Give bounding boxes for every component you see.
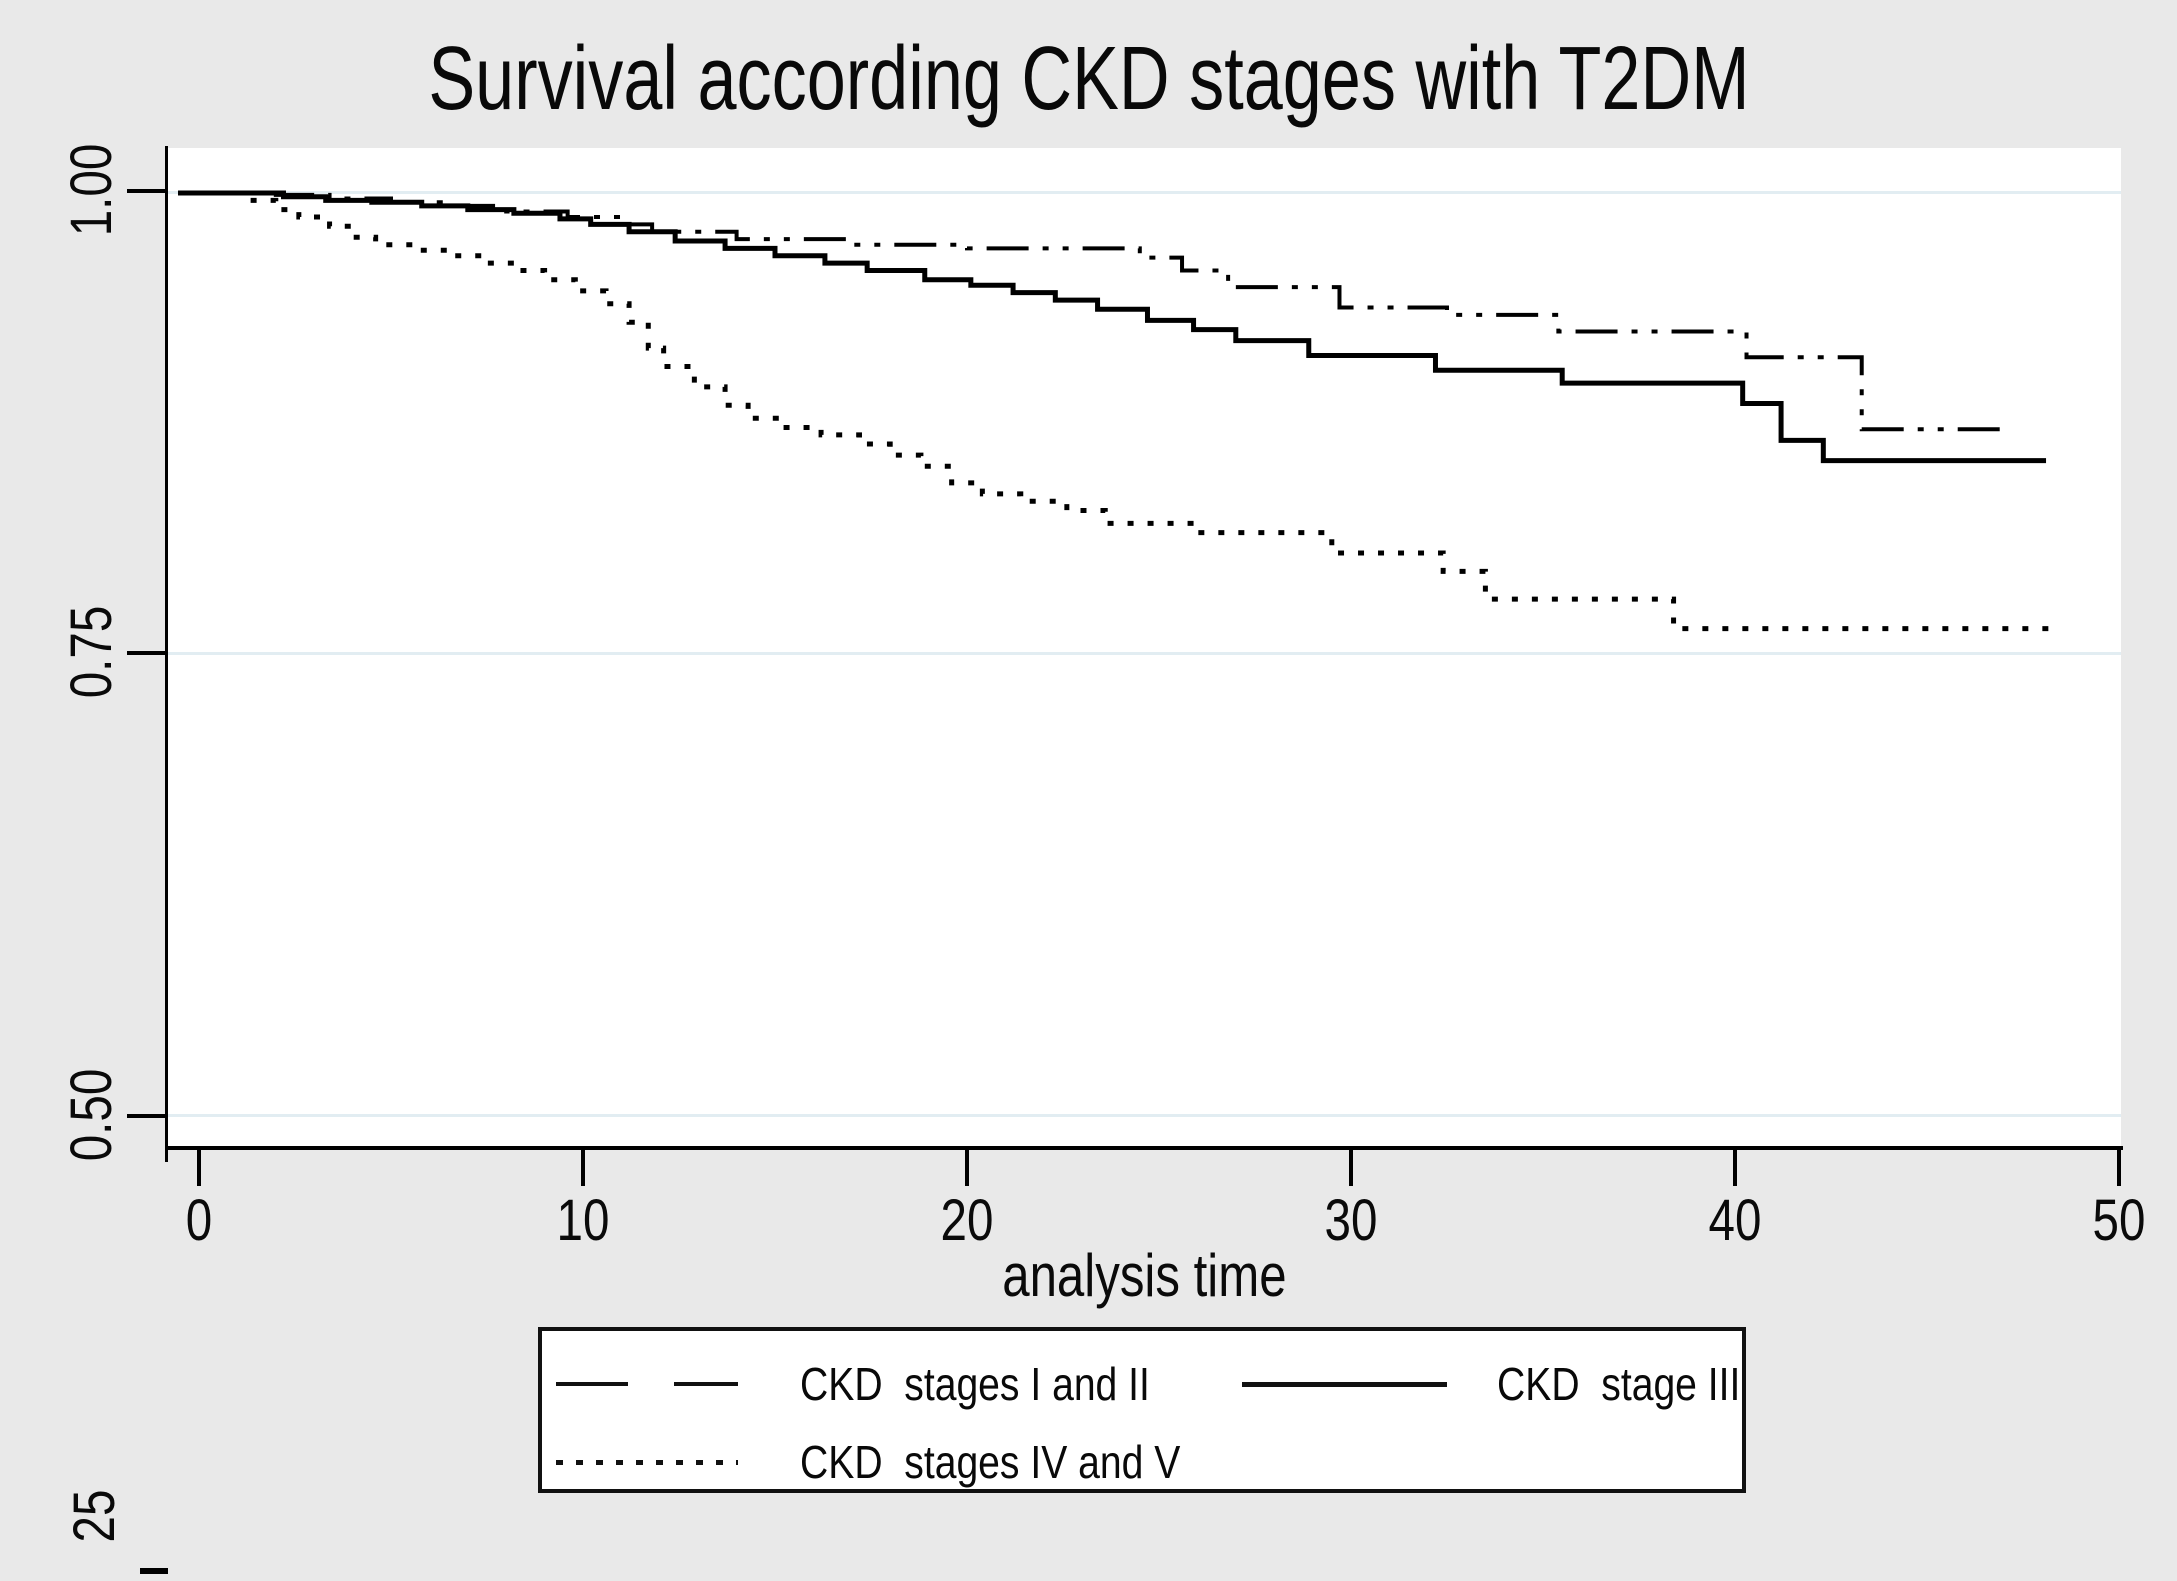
y-axis-line (165, 146, 168, 1162)
y-tick-0.75 (127, 651, 165, 655)
legend-box: CKD stages I and II CKD stage III CKD st… (538, 1327, 1746, 1493)
x-tick-20 (965, 1150, 969, 1186)
gridline-1.00 (168, 191, 2121, 194)
x-tick-0 (197, 1150, 201, 1186)
y-tick-1.00 (127, 189, 165, 193)
curve-dot (178, 190, 2062, 632)
plot-area (168, 148, 2121, 1148)
legend-swatch-solid-line (1242, 1382, 1447, 1387)
legend-swatch-dotted-line (556, 1460, 738, 1465)
gridline-0.75 (168, 652, 2121, 655)
curve-solid (178, 190, 2047, 464)
survival-curves (178, 190, 2062, 632)
x-axis-title: analysis time (1002, 1242, 1287, 1309)
x-axis-line (165, 1146, 2123, 1150)
gridline-0.50 (168, 1114, 2121, 1117)
x-tick-50 (2117, 1150, 2121, 1186)
legend-swatch-dash-line (556, 1382, 738, 1386)
x-tick-30 (1349, 1150, 1353, 1186)
chart-title: Survival according CKD stages with T2DM (427, 29, 1750, 129)
curve-dash (178, 191, 2012, 432)
y-tick-0.50 (127, 1114, 165, 1118)
y-tick-partial-bottom (140, 1568, 168, 1574)
x-tick-10 (581, 1150, 585, 1186)
x-tick-40 (1733, 1150, 1737, 1186)
